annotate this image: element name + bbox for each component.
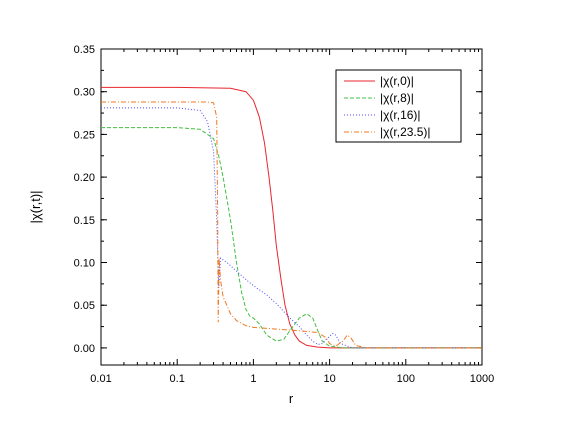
y-tick-label: 0.10 [74,258,95,270]
x-axis-label: r [289,391,294,406]
y-axis-ticks: 0.00 0.05 0.10 0.15 0.20 0.25 0.30 0.35 [74,44,482,355]
legend-label-3: |χ(r,23.5)| [380,125,431,139]
x-axis-ticks: 0.01 0.1 1 10 100 1000 [90,49,494,385]
legend-label-2: |χ(r,16)| [380,108,421,122]
x-tick-label: 100 [397,373,415,385]
legend-box [335,69,462,143]
x-tick-label: 0.01 [90,373,111,385]
x-tick-label: 0.1 [170,373,185,385]
y-tick-label: 0.05 [74,300,95,312]
y-axis-label: |χ(r,t)| [28,190,43,223]
series-lines [101,86,482,349]
y-tick-label: 0.35 [74,44,95,56]
x-tick-label: 1 [250,373,256,385]
series-line-1 [101,127,482,349]
y-tick-label: 0.15 [74,215,95,227]
legend-label-1: |χ(r,8)| [380,91,414,105]
legend: |χ(r,0)| |χ(r,8)| |χ(r,16)| |χ(r,23.5)| [335,69,462,143]
y-tick-label: 0.30 [74,87,95,99]
y-tick-label: 0.00 [74,343,95,355]
series-line-3 [101,101,482,349]
series-line-0 [101,86,482,349]
legend-label-0: |χ(r,0)| [380,74,414,88]
series-line-2 [101,107,482,349]
y-tick-label: 0.20 [74,172,95,184]
x-tick-label: 10 [323,373,335,385]
y-tick-label: 0.25 [74,129,95,141]
x-tick-label: 1000 [470,373,494,385]
